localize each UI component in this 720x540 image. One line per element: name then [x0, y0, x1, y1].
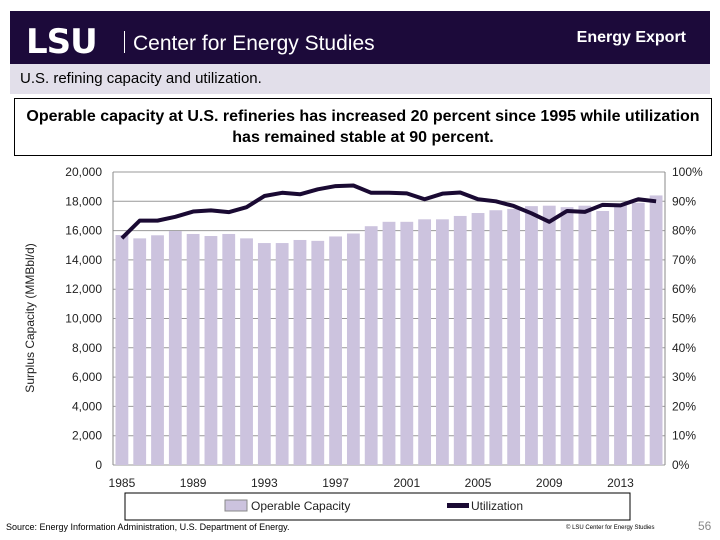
bar-1988 — [168, 231, 182, 465]
y2-tick-label: 90% — [672, 194, 696, 208]
bar-2001 — [400, 221, 414, 465]
y2-tick-label: 0% — [672, 458, 690, 472]
y2-tick-label: 100% — [672, 165, 703, 179]
slide-subtitle: U.S. refining capacity and utilization. — [10, 64, 710, 94]
y2-tick-label: 50% — [672, 312, 696, 326]
bar-1995 — [293, 239, 307, 465]
x-tick-label: 1997 — [322, 476, 349, 490]
bar-2000 — [382, 221, 396, 465]
y2-tick-label: 20% — [672, 399, 696, 413]
bar-1997 — [329, 236, 342, 465]
y-tick-label: 18,000 — [65, 194, 102, 208]
bar-2009 — [542, 205, 556, 465]
bar-1985 — [115, 234, 129, 465]
x-tick-label: 1989 — [180, 476, 207, 490]
bar-2014 — [631, 202, 645, 465]
bar-1989 — [186, 233, 200, 465]
y-tick-label: 6,000 — [72, 370, 102, 384]
headline: Operable capacity at U.S. refineries has… — [14, 98, 712, 156]
bar-2013 — [614, 204, 627, 466]
bar-2010 — [560, 207, 574, 465]
bar-1993 — [257, 243, 271, 465]
x-tick-label: 2009 — [536, 476, 563, 490]
x-tick-label: 2013 — [607, 476, 634, 490]
bar-1998 — [346, 233, 360, 465]
bar-1990 — [204, 236, 218, 465]
y-tick-label: 4,000 — [72, 399, 102, 413]
bar-2003 — [436, 219, 449, 465]
y-tick-label: 20,000 — [65, 165, 102, 179]
legend-label-capacity: Operable Capacity — [251, 499, 350, 513]
y-tick-label: 2,000 — [72, 429, 102, 443]
section-title: Energy Export — [576, 29, 686, 46]
y2-tick-label: 70% — [672, 253, 696, 267]
bar-1994 — [275, 243, 289, 465]
y-tick-label: 14,000 — [65, 253, 102, 267]
copyright: © LSU Center for Energy Studies — [566, 525, 655, 531]
bar-2008 — [525, 206, 538, 465]
source-note: Source: Energy Information Administratio… — [6, 522, 290, 532]
y-axis-label: Surplus Capacity (MMBbl/d) — [23, 243, 37, 392]
y2-tick-label: 40% — [672, 341, 696, 355]
y-tick-label: 8,000 — [72, 341, 102, 355]
y2-tick-label: 60% — [672, 282, 696, 296]
logo-divider — [124, 31, 125, 53]
y-tick-label: 10,000 — [65, 312, 102, 326]
x-tick-label: 2001 — [393, 476, 420, 490]
y-tick-label: 0 — [95, 458, 102, 472]
bar-1986 — [133, 238, 147, 465]
x-tick-label: 1985 — [109, 476, 136, 490]
bar-2004 — [453, 215, 467, 465]
y2-tick-label: 80% — [672, 224, 696, 238]
header-banner: LSU Center for Energy Studies Energy Exp… — [10, 11, 710, 64]
x-tick-label: 1993 — [251, 476, 278, 490]
x-tick-label: 2005 — [465, 476, 492, 490]
legend — [124, 492, 631, 521]
bar-1996 — [311, 240, 325, 465]
page-number: 56 — [698, 519, 712, 533]
bar-1999 — [364, 226, 378, 465]
bar-2015 — [649, 195, 663, 465]
utilization-line — [120, 183, 657, 240]
bar-2005 — [471, 213, 485, 465]
bar-2006 — [489, 210, 503, 465]
legend-swatch-utilization — [447, 503, 469, 508]
bar-2007 — [507, 208, 521, 465]
y-tick-label: 16,000 — [65, 224, 102, 238]
bar-1992 — [240, 238, 253, 465]
bar-1991 — [222, 233, 236, 465]
bar-1987 — [151, 235, 164, 465]
org-name: Center for Energy Studies — [133, 32, 375, 55]
bar-2011 — [578, 205, 592, 465]
bar-2012 — [596, 210, 610, 465]
legend-label-utilization: Utilization — [471, 499, 523, 513]
lsu-logo: LSU — [26, 22, 98, 62]
y2-tick-label: 10% — [672, 429, 696, 443]
y-tick-label: 12,000 — [65, 282, 102, 296]
bar-2002 — [418, 219, 432, 465]
legend-swatch-capacity — [224, 499, 248, 512]
y2-tick-label: 30% — [672, 370, 696, 384]
